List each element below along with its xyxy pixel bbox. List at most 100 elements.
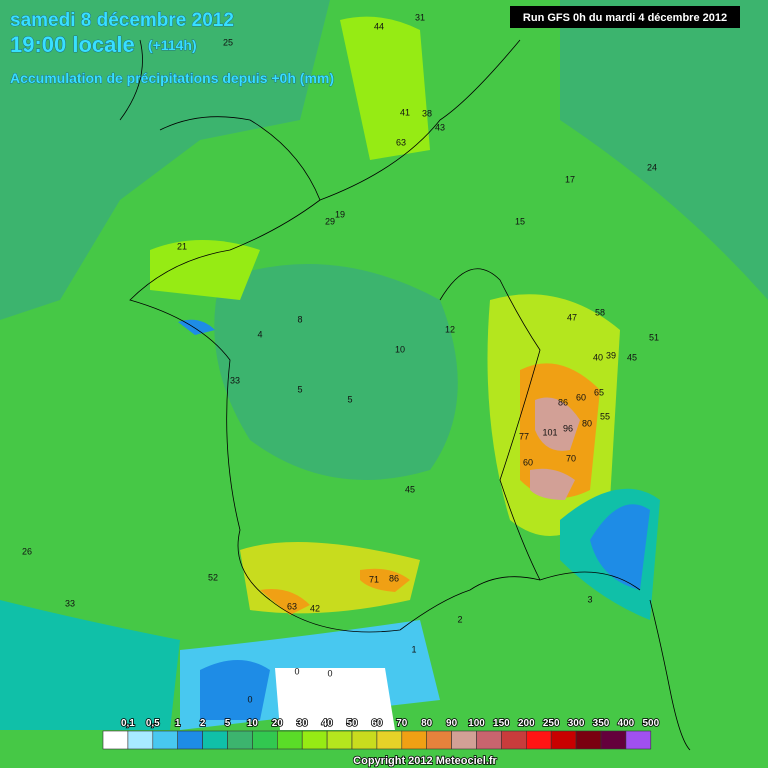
title-lead: (+114h): [148, 37, 197, 53]
legend-label: 10: [247, 718, 259, 729]
map-value: 77: [519, 431, 529, 441]
precip-fields: [0, 0, 768, 730]
legend-swatch: [301, 730, 328, 750]
map-value: 52: [208, 572, 218, 582]
legend-swatch: [127, 730, 154, 750]
map-value: 3: [587, 594, 592, 604]
legend-label: 2: [200, 718, 206, 729]
field: [275, 668, 395, 730]
legend-swatch: [227, 730, 253, 750]
coastlines: [119, 39, 691, 751]
map-value: 45: [627, 352, 637, 362]
legend-swatch: [426, 730, 452, 750]
legend-label: 350: [593, 718, 610, 729]
map-value: 10: [395, 344, 405, 354]
legend-label: 30: [297, 718, 309, 729]
map-value: 0: [247, 694, 252, 704]
legend-swatch: [451, 730, 477, 750]
legend-label: 70: [396, 718, 408, 729]
map-value: 60: [576, 392, 586, 402]
map-value: 96: [563, 423, 573, 433]
map-value: 43: [435, 122, 445, 132]
map-value: 15: [515, 216, 525, 226]
map-value: 42: [310, 603, 320, 613]
map-value: 101: [542, 427, 557, 437]
run-label: Run GFS 0h du mardi 4 décembre 2012: [523, 12, 727, 24]
legend-label: 90: [446, 718, 458, 729]
legend-swatch: [625, 730, 652, 750]
map-value: 71: [369, 574, 379, 584]
map-value: 47: [567, 312, 577, 322]
map-value: 8: [297, 314, 302, 324]
subtitle: Accumulation de précipitations depuis +0…: [10, 70, 334, 86]
map-value: 86: [558, 397, 568, 407]
map-value: 51: [649, 332, 659, 342]
map-value: 19: [335, 209, 345, 219]
legend-label: 200: [518, 718, 535, 729]
map-value: 21: [177, 241, 187, 251]
legend-label: 0,5: [146, 718, 160, 729]
legend-label: 60: [371, 718, 383, 729]
map-value: 39: [606, 350, 616, 360]
legend-swatch: [501, 730, 527, 750]
field: [260, 589, 310, 615]
map-value: 86: [389, 573, 399, 583]
coastline: [119, 39, 641, 633]
legend-label: 20: [272, 718, 284, 729]
map-value: 2: [457, 614, 462, 624]
legend-swatch: [177, 730, 203, 750]
legend-swatch: [600, 730, 627, 750]
legend-label: 80: [421, 718, 433, 729]
map-value: 29: [325, 216, 335, 226]
map-value: 63: [287, 601, 297, 611]
title-time: 19:00 locale: [10, 32, 135, 57]
legend-swatch: [326, 730, 353, 750]
field: [214, 264, 458, 480]
map-value: 80: [582, 418, 592, 428]
legend-swatch: [550, 730, 577, 750]
map-value: 4: [257, 329, 262, 339]
legend-label: 150: [493, 718, 510, 729]
map-value: 58: [595, 307, 605, 317]
legend-swatch: [401, 730, 427, 750]
map-value: 5: [297, 384, 302, 394]
map-value: 24: [647, 162, 657, 172]
map-value: 5: [347, 394, 352, 404]
map-value: 63: [396, 137, 406, 147]
map-value: 38: [422, 108, 432, 118]
legend-label: 5: [225, 718, 231, 729]
map-value: 41: [400, 107, 410, 117]
map-value: 70: [566, 453, 576, 463]
map-value: 1: [411, 644, 416, 654]
map-value: 44: [374, 21, 384, 31]
map-value: 17: [565, 174, 575, 184]
legend-swatch: [202, 730, 228, 750]
field: [360, 568, 410, 592]
map-value: 33: [230, 375, 240, 385]
run-box: [510, 6, 740, 28]
legend-swatch: [575, 730, 602, 750]
legend: 0,1 0,5 1 2 5 10 20 30 40 50 60 70 80 90 100 150 200 250 3…: [102, 717, 660, 750]
field: [0, 0, 330, 320]
map-value: 12: [445, 324, 455, 334]
map-value: 45: [405, 484, 415, 494]
legend-label: 50: [346, 718, 358, 729]
field: [530, 468, 575, 500]
legend-label: 100: [468, 718, 485, 729]
border: [319, 39, 541, 581]
coastline: [649, 599, 691, 751]
legend-swatch: [276, 730, 303, 750]
map-value: 0: [327, 668, 332, 678]
map-value: 31: [415, 12, 425, 22]
legend-swatch: [351, 730, 378, 750]
legend-swatch: [252, 730, 278, 750]
legend-label: 40: [322, 718, 334, 729]
field: [560, 0, 768, 300]
legend-swatch: [376, 730, 403, 750]
legend-swatch: [152, 730, 179, 750]
field: [590, 504, 650, 590]
field: [340, 16, 430, 160]
map-value: 60: [523, 457, 533, 467]
